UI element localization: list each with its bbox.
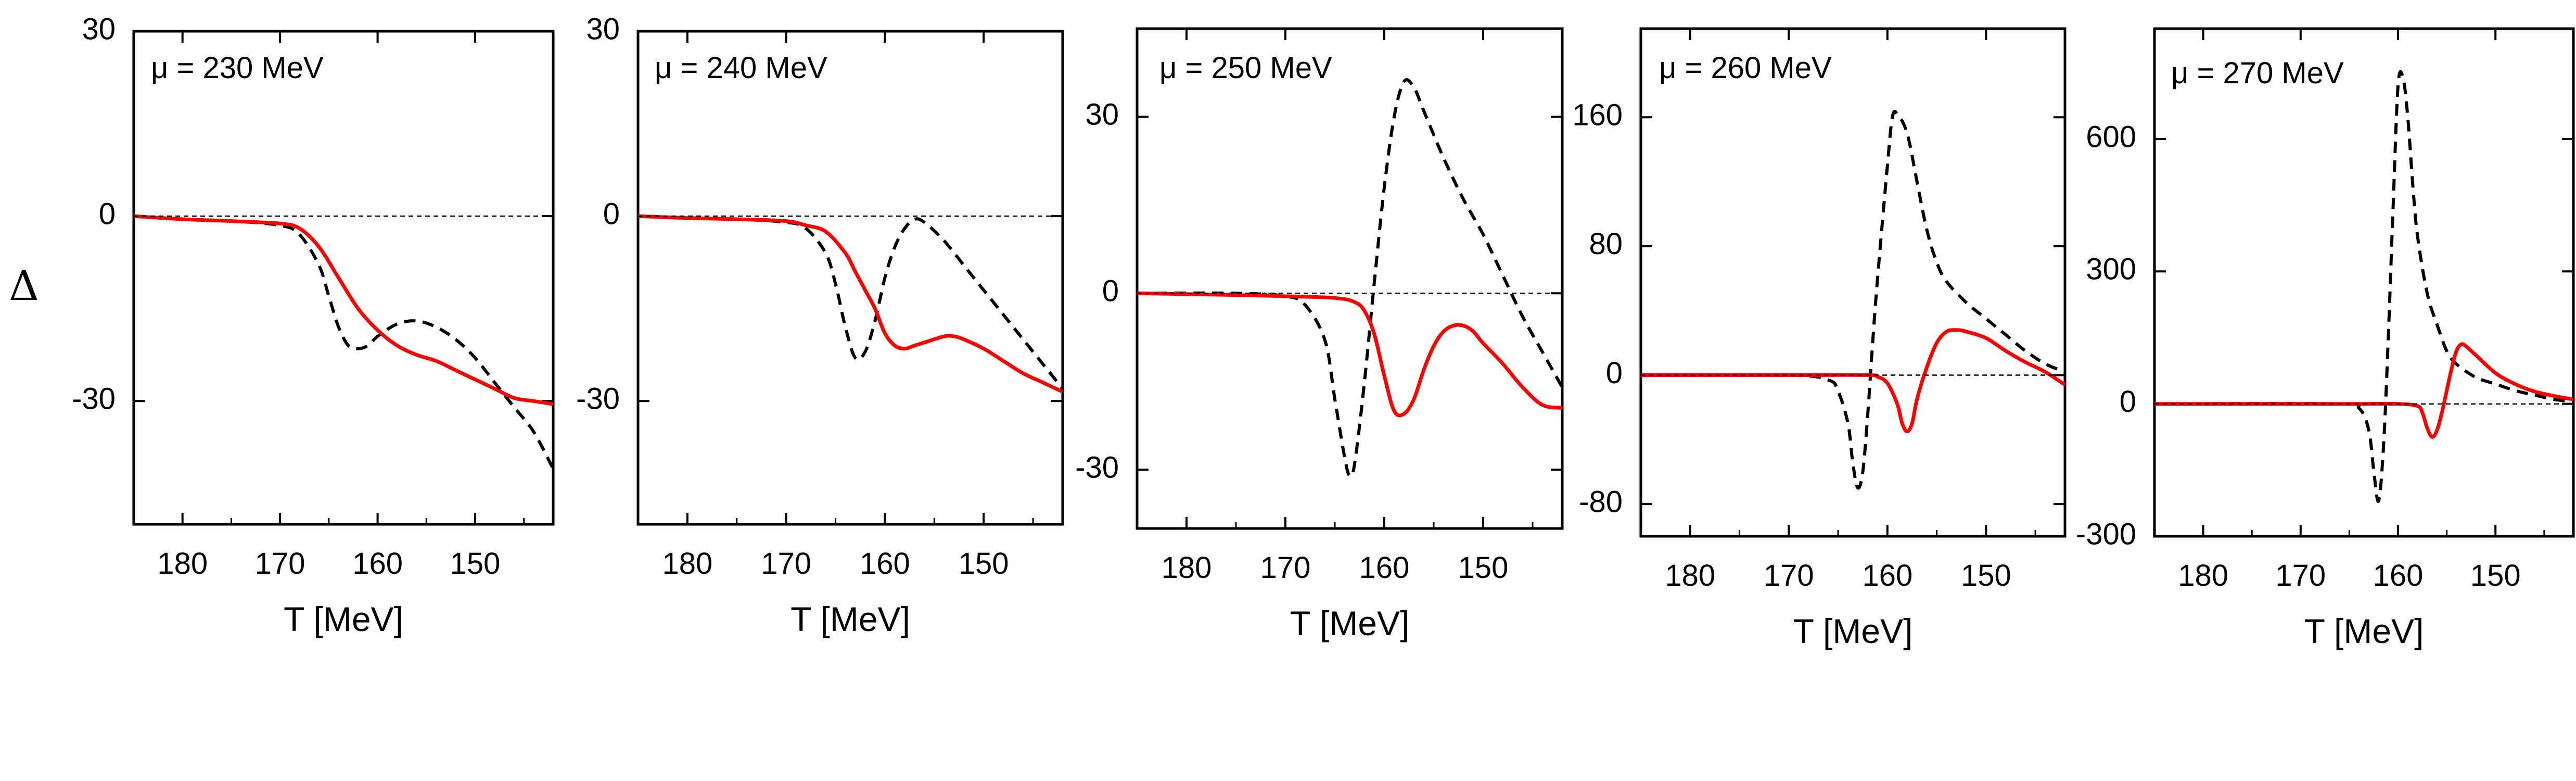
series-group [134,214,553,470]
y-tick-label: 30 [82,12,116,46]
y-tick-label: -30 [576,382,620,416]
series-solid-line [1137,291,1562,418]
x-tick-label: 170 [255,547,305,581]
plot-frame [636,30,1064,526]
x-axis-label: T [MeV] [790,600,910,638]
panel-3: 180 170 160 150 30 0 -30 T [MeV] μ = 250 MeV [1075,27,1564,643]
x-tick-label: 160 [2373,559,2424,593]
mu-annotation: μ = 270 MeV [2171,56,2344,90]
series-dashed-line [1641,110,2065,490]
x-tick-label: 150 [1458,551,1509,585]
mu-annotation: μ = 240 MeV [655,51,827,85]
x-tick-label: 180 [2178,559,2228,593]
x-tick-label: 150 [2470,559,2521,593]
panel-2: 180 170 160 150 30 0 -30 T [MeV] μ = 240 MeV [576,12,1064,638]
x-axis-label: T [MeV] [284,600,403,638]
x-tick-label: 150 [959,547,1009,581]
x-tick-label: 160 [860,547,910,581]
plot-frame [1639,27,2067,538]
y-tick-label: -300 [2076,517,2136,551]
mu-annotation: μ = 250 MeV [1159,51,1332,85]
x-tick-label: 180 [1665,559,1715,593]
series-group [638,214,1063,394]
y-tick-label: 0 [1606,356,1623,390]
y-tick-label: 30 [586,12,620,46]
x-tick-label: 160 [1359,551,1410,585]
mu-annotation: μ = 260 MeV [1659,51,1832,85]
y-tick-label: -30 [1075,450,1119,484]
x-tick-label: 150 [450,547,501,581]
y-tick-label: 0 [99,197,116,231]
x-tick-label: 170 [1764,559,1814,593]
x-tick-label: 180 [1162,551,1212,585]
series-solid-line [1641,328,2065,434]
y-tick-label: 600 [2086,120,2136,154]
series-group [1641,110,2065,490]
y-tick-label: 80 [1589,227,1623,261]
x-tick-label: 160 [352,547,403,581]
series-solid-line [638,214,1063,394]
series-group [1137,78,1562,478]
y-tick-label: -30 [72,382,116,416]
panel-5: 180 170 160 150 600 300 0 -300 T [MeV] μ = 270 Me… [2076,27,2575,650]
x-axis-label: T [MeV] [1793,612,1913,650]
plot-frame [132,30,555,526]
plot-frame [1136,27,1564,530]
plot-frame [2153,27,2575,538]
x-axis-label: T [MeV] [1290,604,1410,643]
y-tick-label: 30 [1085,98,1119,132]
series-group [2154,70,2573,503]
mu-annotation: μ = 230 MeV [151,51,324,85]
series-solid-line [2154,342,2573,439]
panel-4: 180 170 160 150 160 80 0 -80 T [MeV] μ = 260 MeV [1572,27,2067,650]
series-dashed-line [638,215,1063,390]
series-dashed-line [2154,70,2573,503]
x-tick-label: 170 [2275,559,2326,593]
y-tick-label: 160 [1572,98,1623,132]
series-solid-line [134,214,553,406]
x-tick-label: 180 [157,547,208,581]
x-tick-label: 150 [1961,559,2011,593]
panel-1: 180 170 160 150 30 0 -30 T [MeV] μ = 230 MeV [72,12,555,638]
x-tick-label: 160 [1862,559,1912,593]
y-tick-label: -80 [1579,485,1623,519]
y-axis-label: Δ [9,261,39,310]
x-axis-label: T [MeV] [2304,612,2424,650]
x-tick-label: 170 [1260,551,1311,585]
y-tick-label: 300 [2086,253,2136,286]
y-tick-label: 0 [2120,385,2136,419]
series-dashed-line [134,215,553,470]
series-dashed-line [1137,78,1562,478]
x-tick-label: 170 [761,547,811,581]
y-tick-label: 0 [603,197,620,231]
x-tick-label: 180 [662,547,712,581]
y-tick-label: 0 [1102,274,1119,308]
